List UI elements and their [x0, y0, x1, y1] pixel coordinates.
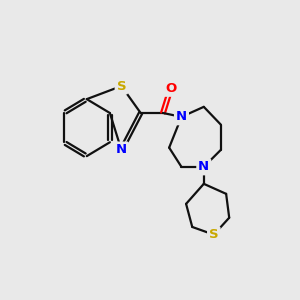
Text: S: S: [209, 228, 219, 241]
Text: O: O: [165, 82, 176, 95]
Text: N: N: [198, 160, 209, 173]
Text: N: N: [116, 143, 127, 157]
Text: N: N: [176, 110, 187, 123]
Text: S: S: [117, 80, 126, 92]
